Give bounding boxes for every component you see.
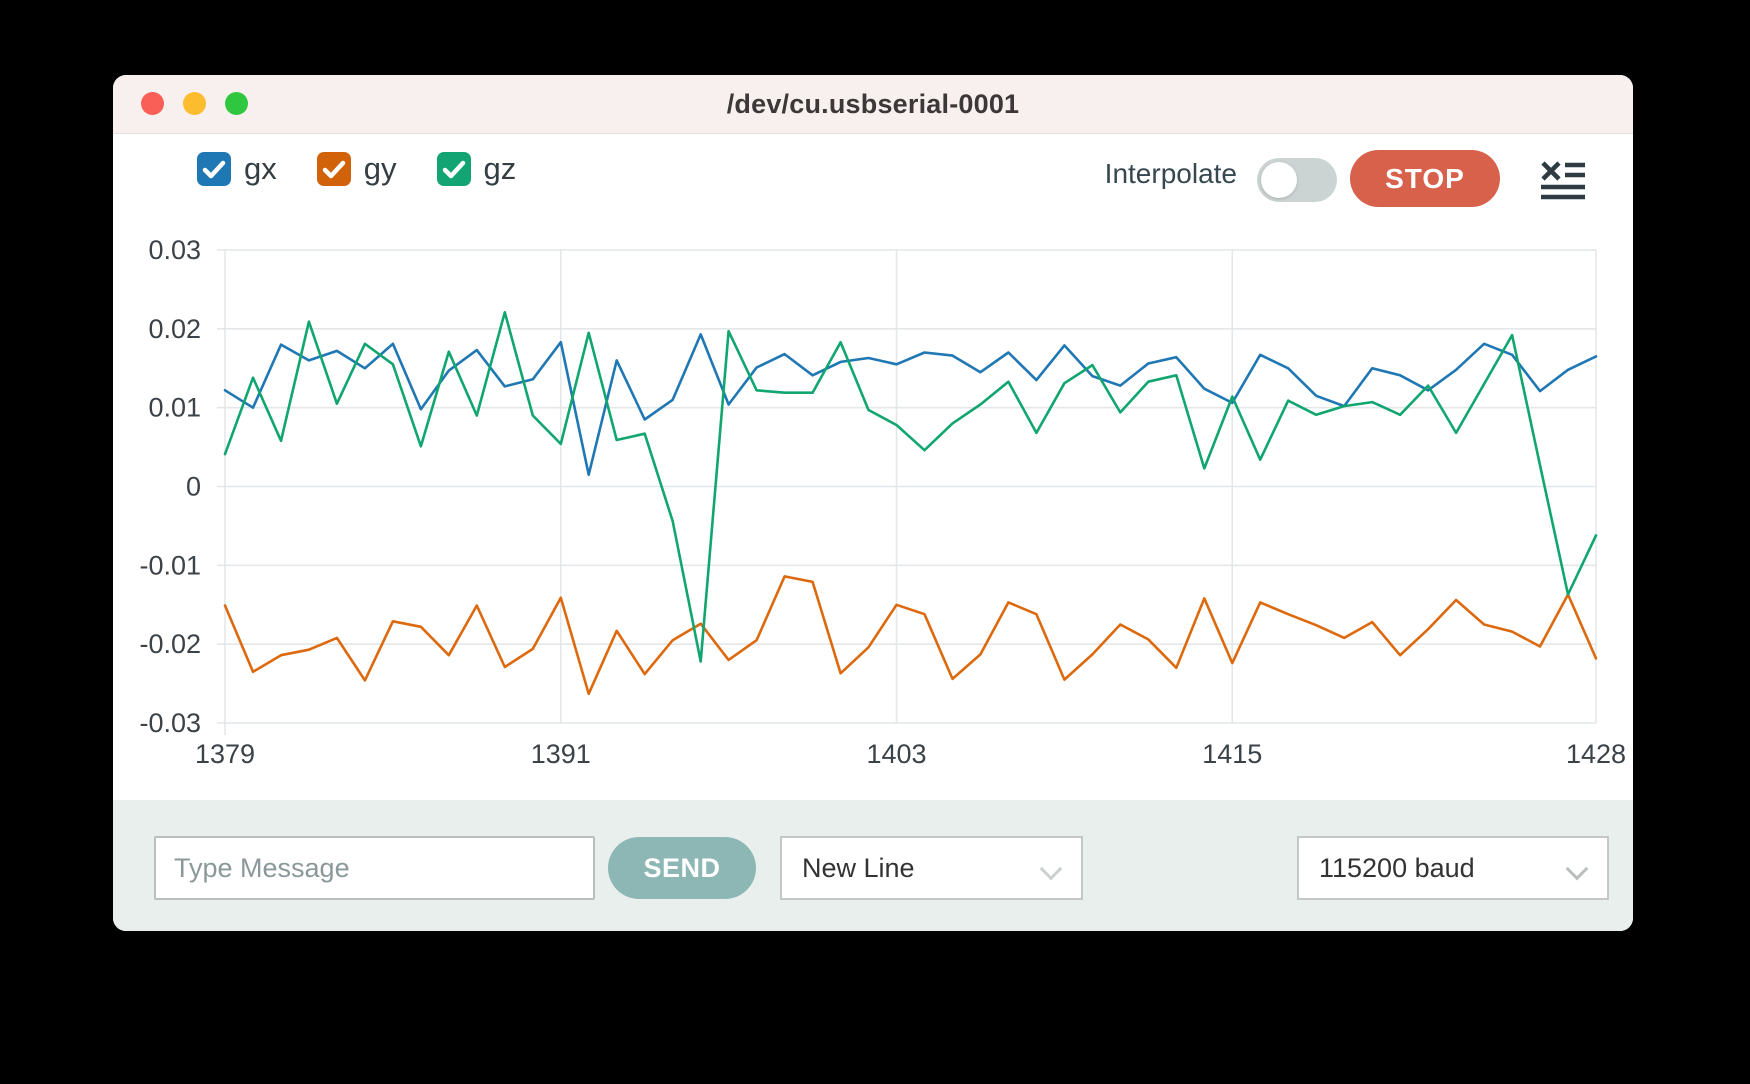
send-button[interactable]: SEND [608,837,756,899]
x-tick-label: 1391 [531,739,591,769]
clear-list-icon[interactable] [1541,160,1585,200]
check-icon [322,160,345,179]
chevron-down-icon [1565,857,1589,881]
close-window-button[interactable] [141,92,164,115]
baud-rate-select[interactable]: 115200 baud [1297,836,1609,900]
interpolate-toggle[interactable] [1257,158,1337,202]
checkbox-gx[interactable] [197,152,231,186]
check-icon [202,160,226,179]
toggle-knob [1261,162,1297,198]
y-tick-label: 0.01 [148,393,201,423]
x-tick-label: 1428 [1566,739,1626,769]
chart-plot-area: 0.03 0.02 0.01 0 -0.01 -0.02 -0.03 1379 1391 1403… [113,234,1633,800]
message-input[interactable] [154,836,595,900]
line-ending-value: New Line [802,852,915,883]
checkbox-gz[interactable] [436,152,471,186]
x-tick-label: 1379 [195,739,255,769]
chevron-down-icon [1039,857,1063,881]
legend-item-gx[interactable]: gx [197,151,277,187]
series-legend: gx gy gz [197,151,516,187]
legend-label: gz [483,151,517,186]
line-ending-select[interactable]: New Line [780,836,1083,900]
series-line-gx [223,333,1598,476]
y-tick-label: 0.02 [148,314,201,344]
series-line-gz [223,311,1598,663]
x-tick-label: 1415 [1202,739,1262,769]
y-tick-label: -0.03 [139,708,201,738]
zoom-window-button[interactable] [225,92,248,115]
legend-label: gy [363,151,397,186]
message-bar: SEND New Line 115200 baud [113,800,1633,931]
stop-button[interactable]: STOP [1350,150,1500,207]
window-title: /dev/cu.usbserial-0001 [726,88,1020,119]
y-tick-label: 0.03 [148,235,201,265]
legend-item-gy[interactable]: gy [316,151,397,187]
series-line-gy [223,575,1598,696]
minimize-window-button[interactable] [183,92,206,115]
checkbox-gy[interactable] [316,152,351,186]
interpolate-label: Interpolate [1104,158,1237,189]
legend-item-gz[interactable]: gz [436,151,517,187]
serial-plotter-window: /dev/cu.usbserial-0001 gx gy gz Interpolat… [113,75,1633,931]
y-tick-label: 0 [186,472,201,502]
legend-label: gx [244,151,277,186]
y-tick-label: -0.01 [139,550,201,580]
toolbar: gx gy gz Interpolate STOP [113,134,1633,234]
window-controls [141,92,248,115]
y-tick-label: -0.02 [139,629,201,659]
x-tick-label: 1403 [866,739,926,769]
check-icon [442,160,465,179]
titlebar: /dev/cu.usbserial-0001 [113,75,1633,134]
baud-rate-value: 115200 baud [1319,852,1475,883]
